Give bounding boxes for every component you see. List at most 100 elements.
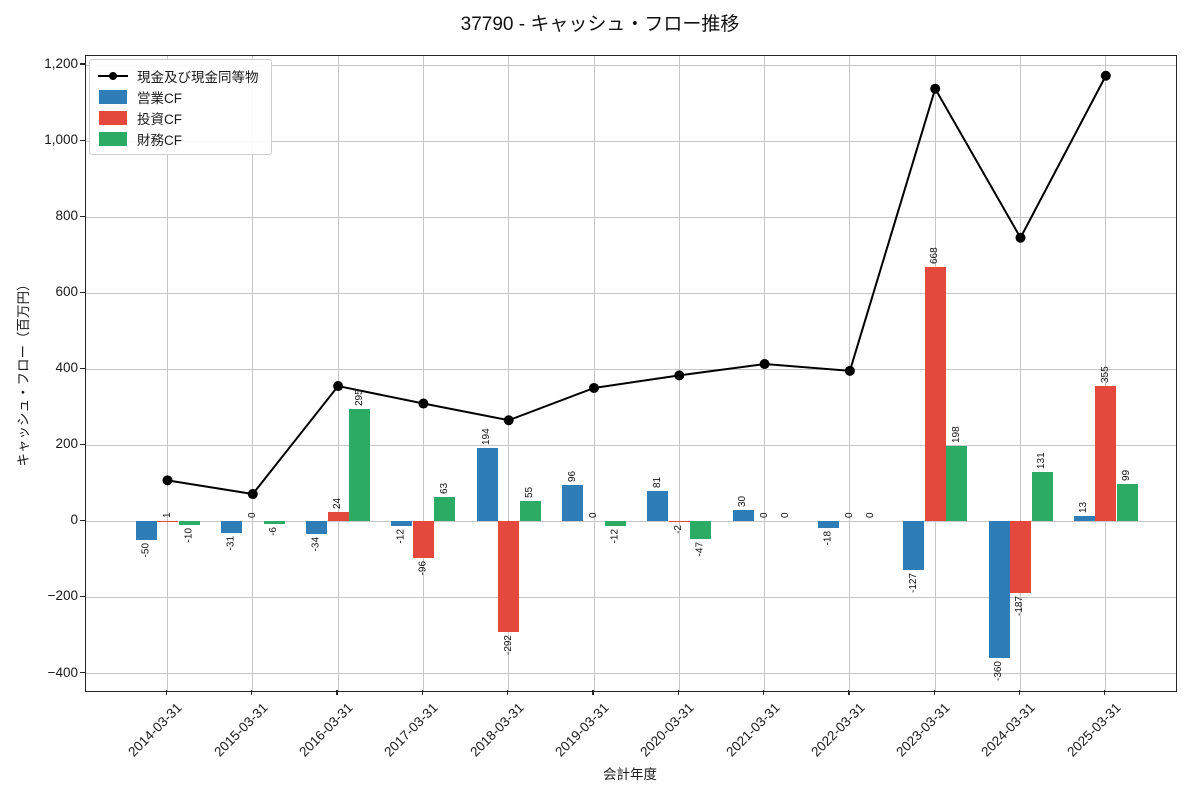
bar-value-label: 194 (481, 427, 493, 445)
bar-value-label: -10 (183, 528, 194, 543)
bar-financing-cf (519, 500, 541, 522)
gridline-horizontal (86, 444, 1176, 446)
bar-value-label: -2 (673, 525, 685, 535)
x-tick-label: 2024-03-31 (978, 700, 1039, 760)
legend-label-cash-and-equivalents: 現金及び現金同等物 (137, 69, 259, 85)
bar-operating-cf (562, 484, 583, 522)
y-tick-mark (80, 519, 85, 522)
bar-operating-cf (732, 510, 754, 522)
cash-line-svg (162, 70, 1111, 500)
bar-value-label: 55 (524, 486, 536, 498)
bar-operating-cf (988, 521, 1010, 659)
cash-line (167, 75, 1107, 496)
line-marker (503, 415, 514, 426)
bar-value-label: 0 (758, 512, 770, 519)
y-tick-mark (80, 595, 85, 598)
bar-value-label: 131 (1036, 451, 1047, 469)
bar-operating-cf (391, 521, 413, 526)
bar-financing-cf (1116, 483, 1138, 522)
bar-financing-cf (263, 521, 285, 524)
x-tick-label: 2015-03-31 (210, 700, 271, 760)
gridline-horizontal (86, 292, 1176, 294)
gridline-vertical (1105, 56, 1107, 691)
y-tick-mark (80, 367, 85, 369)
gridline-horizontal (86, 520, 1176, 522)
gridline-vertical (1020, 56, 1021, 691)
x-tick-label: 2018-03-31 (466, 700, 527, 760)
gridline-vertical (337, 56, 339, 691)
bar-value-label: 0 (843, 512, 855, 519)
bar-value-label: 0 (780, 512, 792, 519)
line-marker (930, 83, 941, 94)
x-tick-label: 2021-03-31 (722, 700, 783, 760)
x-tick-mark (1104, 690, 1106, 695)
bar-investing-cf (498, 521, 520, 633)
bar-value-label: 81 (651, 476, 663, 488)
y-tick-label: 600 (55, 284, 78, 300)
x-tick-label: 2020-03-31 (637, 700, 697, 760)
x-tick-mark (848, 690, 850, 695)
x-tick-label: 2016-03-31 (296, 700, 356, 760)
gridline-horizontal (86, 596, 1176, 598)
line-marker (674, 370, 685, 381)
legend-label-operating-cf: 営業CF (137, 90, 182, 106)
gridline-horizontal (86, 64, 1176, 66)
bar-financing-cf (349, 409, 371, 522)
line-marker (589, 382, 599, 393)
bar-financing-cf (690, 521, 712, 540)
y-tick-mark (80, 443, 85, 445)
bar-value-label: 63 (438, 483, 450, 495)
gridline-horizontal (86, 140, 1176, 142)
legend-swatch-financing-cf (99, 131, 127, 146)
gridline-vertical (764, 56, 766, 691)
gridline-vertical (252, 56, 254, 691)
bar-investing-cf (1095, 386, 1117, 522)
x-axis-label: 会計年度 (603, 767, 657, 782)
legend: 現金及び現金同等物 営業CF 投資CF 財務CF (89, 59, 272, 155)
x-tick-label: 2014-03-31 (125, 700, 186, 760)
bar-value-label: 30 (737, 495, 749, 507)
x-tick-label: 2025-03-31 (1063, 700, 1124, 760)
bar-financing-cf (946, 446, 968, 522)
bar-value-label: -47 (694, 542, 706, 557)
bar-value-label: -34 (310, 537, 322, 552)
bar-investing-cf (668, 521, 690, 523)
x-tick-mark (592, 690, 594, 695)
bar-value-label: -12 (395, 528, 407, 544)
y-tick-label: 400 (55, 360, 78, 376)
y-tick-label: −200 (47, 588, 78, 604)
chart-title: 37790 - キャッシュ・フロー推移 (460, 14, 740, 35)
gridline-horizontal (86, 216, 1176, 218)
x-tick-mark (1018, 690, 1021, 695)
bar-value-label: 24 (332, 498, 344, 510)
gridline-horizontal (86, 368, 1176, 370)
bar-value-label: -127 (907, 572, 919, 593)
bar-value-label: 1 (161, 512, 173, 519)
x-tick-mark (762, 690, 765, 695)
line-marker (247, 489, 258, 500)
bar-operating-cf (647, 490, 669, 522)
legend-marker-dot (109, 71, 117, 80)
legend-item-operating-cf: 営業CF (98, 86, 259, 107)
x-tick-label: 2023-03-31 (893, 700, 953, 760)
legend-swatch-wrap-financing-cf (98, 131, 128, 146)
x-tick-mark (421, 690, 424, 695)
bar-value-label: 668 (929, 247, 941, 265)
y-tick-mark (80, 139, 85, 141)
x-tick-mark (677, 690, 679, 695)
bar-value-label: 295 (353, 389, 365, 407)
gridline-horizontal (86, 673, 1176, 674)
y-tick-label: −400 (47, 664, 78, 680)
line-marker (844, 365, 855, 376)
bar-value-label: 0 (588, 512, 599, 519)
bar-value-label: 0 (865, 512, 877, 519)
line-marker (418, 398, 429, 409)
bar-value-label: -292 (502, 635, 514, 656)
bar-investing-cf (327, 512, 349, 522)
bar-value-label: -31 (225, 536, 237, 551)
x-tick-label: 2022-03-31 (808, 700, 868, 760)
legend-line-sample (98, 69, 128, 83)
line-marker (1015, 232, 1026, 243)
x-tick-label: 2017-03-31 (381, 700, 442, 760)
y-tick-label: 800 (55, 208, 78, 224)
